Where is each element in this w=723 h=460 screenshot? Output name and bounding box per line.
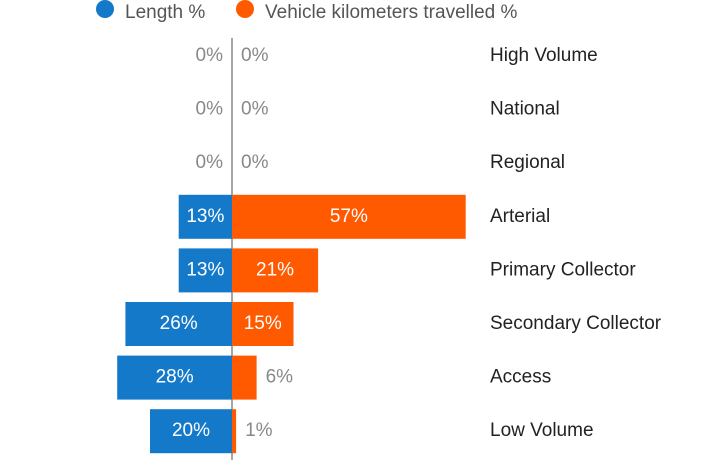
category-label: Low Volume [490, 420, 594, 441]
value-label: 0% [241, 45, 269, 66]
category-label: Arterial [490, 206, 550, 227]
category-label: Access [490, 367, 551, 388]
value-label: 28% [156, 367, 194, 388]
bar [232, 302, 294, 346]
legend-label: Length % [125, 2, 205, 23]
bar [178, 194, 232, 239]
value-label: 0% [196, 99, 224, 120]
bar [150, 409, 232, 454]
value-label: 15% [244, 313, 282, 334]
category-label: Primary Collector [490, 259, 636, 280]
value-label: 6% [266, 367, 294, 388]
category-label: National [490, 99, 560, 120]
legend-label: Vehicle kilometers travelled % [265, 2, 517, 23]
bar [232, 248, 319, 293]
value-label: 1% [245, 420, 273, 441]
category-label: Secondary Collector [490, 313, 662, 334]
legend-swatch [236, 0, 254, 18]
bar [117, 355, 232, 400]
value-label: 0% [196, 45, 224, 66]
category-label: Regional [490, 152, 565, 173]
category-label: High Volume [490, 45, 598, 66]
bar [232, 194, 466, 239]
value-label: 26% [160, 313, 198, 334]
bar [232, 355, 257, 400]
legend-swatch [96, 0, 114, 18]
value-label: 21% [256, 259, 294, 280]
value-label: 0% [196, 152, 224, 173]
bar [125, 302, 232, 346]
value-label: 57% [330, 206, 368, 227]
value-label: 13% [186, 206, 224, 227]
value-label: 0% [241, 152, 269, 173]
value-label: 13% [186, 259, 224, 280]
bar [232, 409, 237, 454]
value-label: 20% [172, 420, 210, 441]
bar [178, 248, 232, 293]
value-label: 0% [241, 99, 269, 120]
